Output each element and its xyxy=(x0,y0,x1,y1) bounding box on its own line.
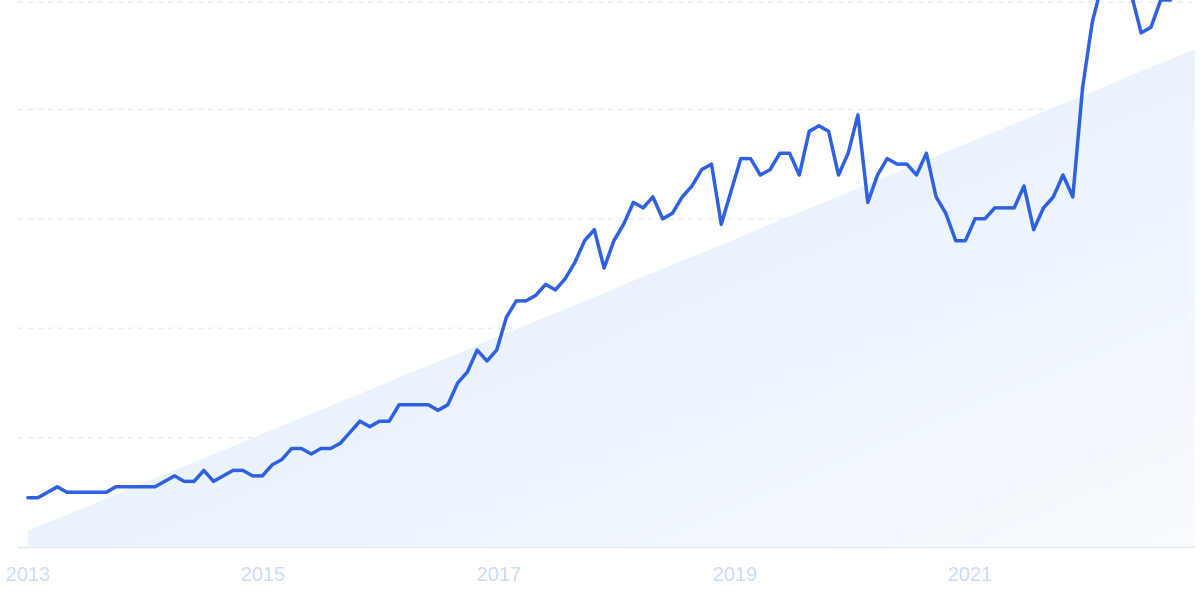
series-line xyxy=(26,0,1173,500)
trend-area-fill xyxy=(28,49,1195,547)
x-tick-label: 2015 xyxy=(241,564,286,586)
x-tick-label: 2021 xyxy=(948,564,993,586)
x-tick-label: 2019 xyxy=(713,564,758,586)
x-tick-label: 2013 xyxy=(6,564,51,586)
series-line-layer xyxy=(26,0,1173,500)
x-tick-labels: 2013 2015 2017 2019 2021 xyxy=(6,564,993,586)
trend-area xyxy=(28,49,1195,547)
x-tick-label: 2017 xyxy=(477,564,522,586)
